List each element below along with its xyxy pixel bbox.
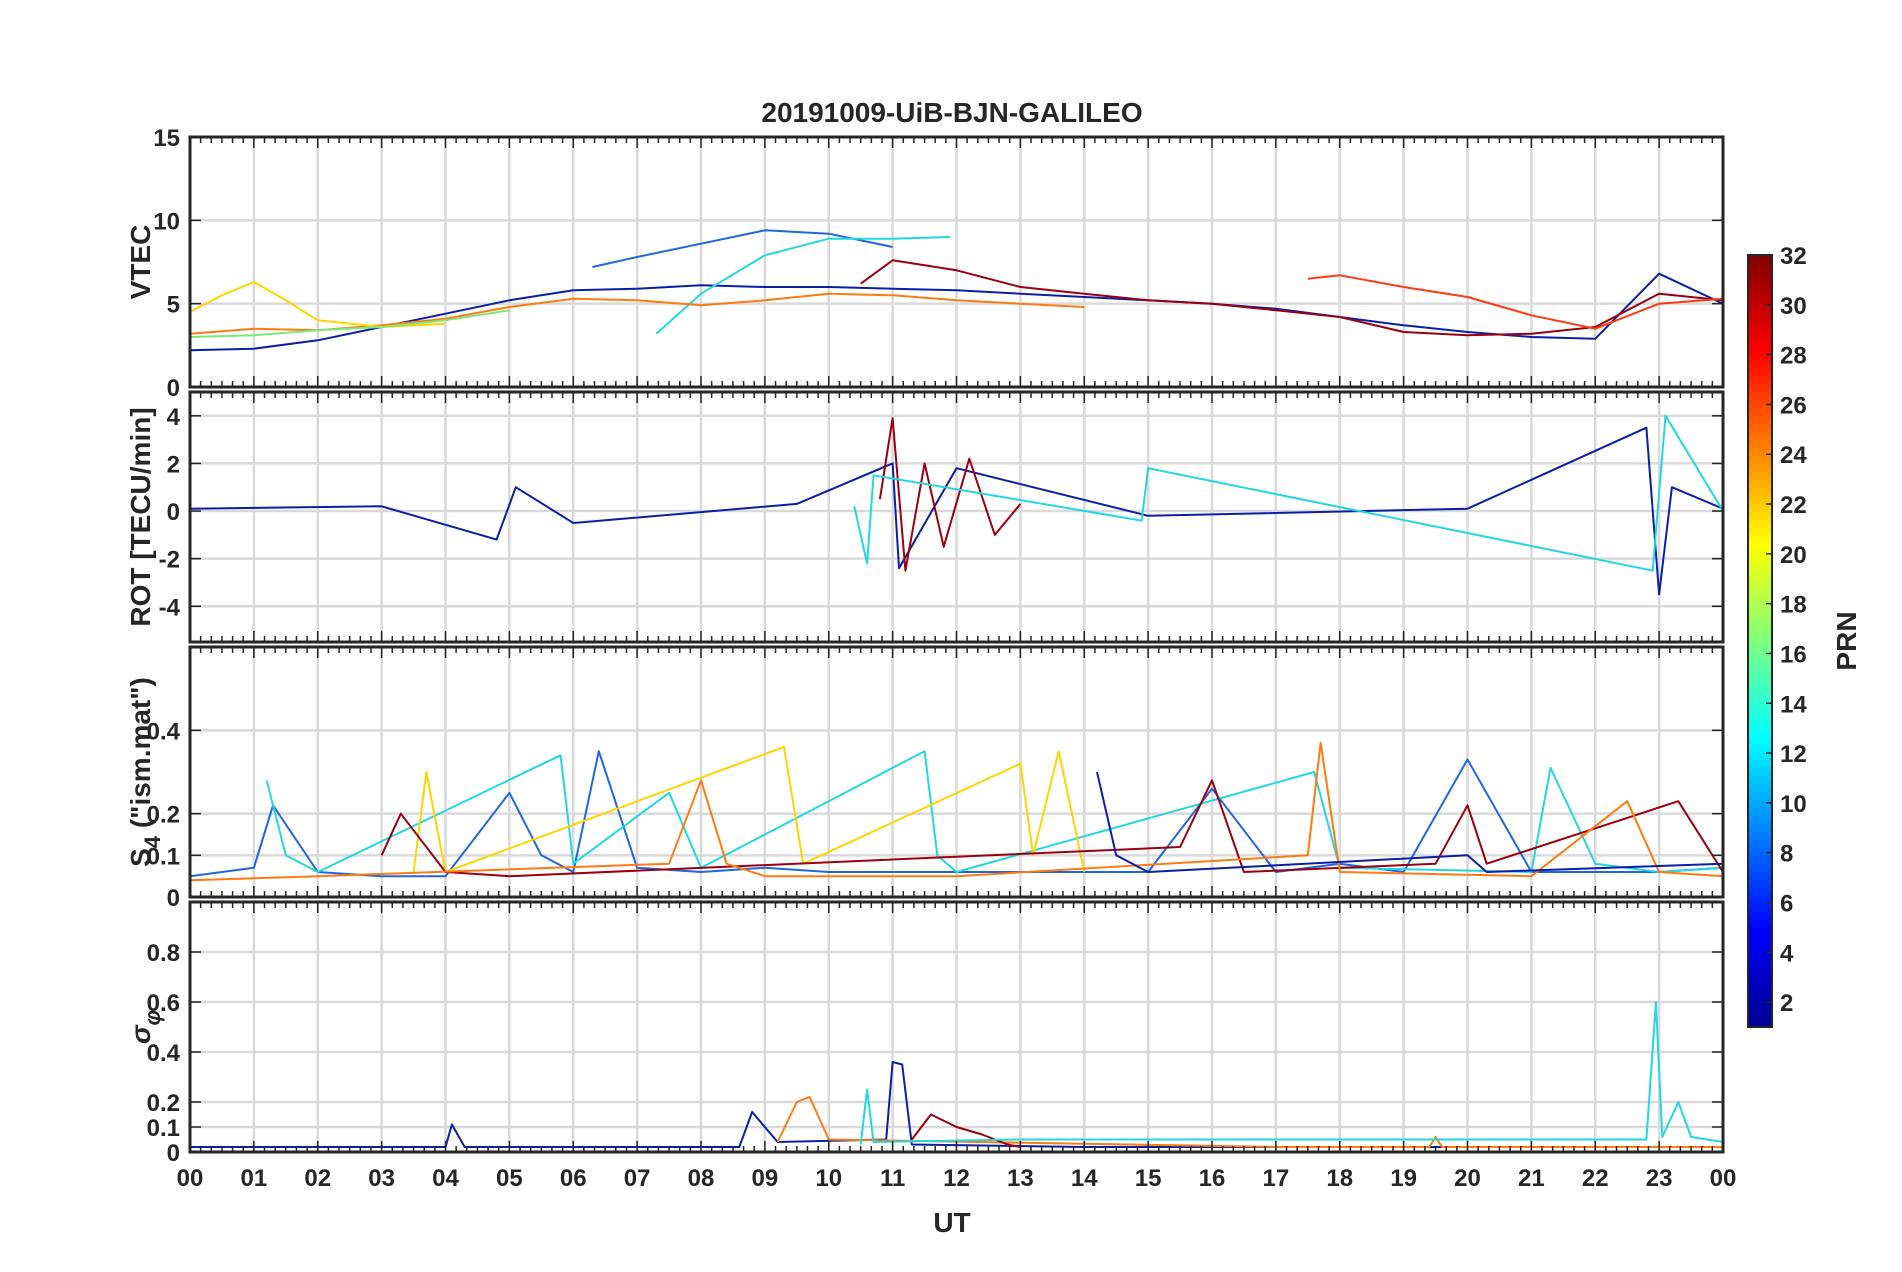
panel-1: 0 5 10 15 VTEC	[125, 125, 1725, 402]
y-tick-label: 0	[167, 375, 180, 402]
axes-frame	[188, 900, 1725, 1154]
y-tick-label: 0.2	[147, 1090, 180, 1117]
series-line	[190, 750, 1723, 878]
y-tick-label: 0.4	[147, 1040, 181, 1067]
x-tick-label: 08	[688, 1165, 715, 1192]
series-line	[655, 236, 951, 335]
x-tick-label: 05	[496, 1165, 523, 1192]
x-tick-label: 00	[177, 1165, 204, 1192]
series-line	[190, 741, 1723, 882]
x-tick-label: 13	[1007, 1165, 1034, 1192]
y-tick-label: 4	[167, 404, 181, 431]
colorbar-tick-label: 28	[1780, 343, 1807, 370]
x-tick-label: 22	[1582, 1165, 1609, 1192]
x-tick-label: 18	[1326, 1165, 1353, 1192]
y-tick-label: 15	[153, 125, 180, 152]
series-line	[853, 414, 1723, 572]
x-tick-label: 12	[943, 1165, 970, 1192]
axes-frame	[188, 135, 1725, 389]
series-line	[860, 259, 1723, 337]
panel-4: 00.10.2 0.4 0.6 0.8 σφ 00 01 02 03 04 05 06 07 08 09 10…	[125, 900, 1737, 1192]
colorbar-tick-label: 14	[1780, 691, 1807, 718]
y-tick-label: 10	[153, 208, 180, 235]
colorbar-tick-label: 22	[1780, 492, 1807, 519]
x-axis-label: UT	[933, 1207, 970, 1238]
series-line	[1096, 771, 1723, 873]
series-line	[1307, 274, 1723, 330]
y-tick-label: 0.8	[147, 940, 180, 967]
colorbar-tick-label: 10	[1780, 791, 1807, 818]
x-tick-label: 01	[241, 1165, 268, 1192]
colorbar-gradient	[1747, 254, 1773, 1028]
series-group	[190, 229, 1723, 352]
x-tick-label: 14	[1071, 1165, 1098, 1192]
x-tick-label: 09	[752, 1165, 779, 1192]
colorbar-tick-label: 6	[1780, 890, 1793, 917]
y-tick-label: 2	[167, 451, 180, 478]
y-tick-label: 0.1	[147, 1115, 180, 1142]
y-tick-label: -2	[159, 547, 180, 574]
panel-2: -4 -2 0 2 4 ROT [TECU/min]	[125, 390, 1725, 644]
x-tick-label: 19	[1390, 1165, 1417, 1192]
colorbar-tick-label: 18	[1780, 592, 1807, 619]
series-line	[911, 1113, 1021, 1148]
x-tick-label: 16	[1199, 1165, 1226, 1192]
colorbar-tick-label: 30	[1780, 293, 1807, 320]
colorbar-tick-label: 26	[1780, 392, 1807, 419]
x-tick-label: 02	[304, 1165, 331, 1192]
x-tick-label: 06	[560, 1165, 587, 1192]
series-group	[190, 741, 1723, 882]
y-tick-label: 0	[167, 1140, 180, 1167]
y-tick-label: 0	[167, 885, 180, 912]
series-line	[592, 229, 893, 268]
y-tick-label: -4	[159, 594, 181, 621]
colorbar-tick-label: 32	[1780, 243, 1807, 270]
y-axis-label: S4 ("ism.mat")	[125, 677, 165, 867]
series-line	[265, 750, 1723, 873]
y-tick-label: 0	[167, 499, 180, 526]
y-axis-label: ROT [TECU/min]	[125, 407, 156, 626]
y-axis-label: VTEC	[125, 225, 156, 300]
series-line	[878, 417, 1022, 572]
x-tick-label: 15	[1135, 1165, 1162, 1192]
y-tick-label: 0.4	[147, 718, 181, 745]
panel-3: 0 0.1 0.2 0.4S4 ("ism.mat")	[125, 645, 1725, 912]
colorbar-tick-label: 8	[1780, 841, 1793, 868]
x-tick-label: 17	[1263, 1165, 1290, 1192]
series-line	[859, 1001, 1723, 1145]
colorbar-tick-label: 2	[1780, 990, 1793, 1017]
x-tick-label: 07	[624, 1165, 651, 1192]
colorbar-tick-label: 24	[1780, 442, 1807, 469]
y-axis-label: σφ	[125, 1010, 165, 1044]
axes-frame	[188, 390, 1725, 644]
x-tick-label: 03	[368, 1165, 395, 1192]
series-line	[380, 779, 1723, 878]
chart-title: 20191009-UiB-BJN-GALILEO	[761, 97, 1142, 128]
series-group	[190, 414, 1723, 596]
y-tick-label: 0.2	[147, 802, 180, 829]
colorbar-tick-label: 12	[1780, 741, 1807, 768]
series-line	[190, 309, 510, 338]
axes-frame	[188, 645, 1725, 899]
x-tick-label: 20	[1454, 1165, 1481, 1192]
colorbar-tick-label: 20	[1780, 542, 1807, 569]
x-tick-label: 04	[432, 1165, 459, 1192]
y-tick-label: 5	[167, 292, 180, 319]
x-tick-label: 00	[1710, 1165, 1737, 1192]
colorbar-tick-label: 4	[1780, 940, 1794, 967]
x-tick-label: 23	[1646, 1165, 1673, 1192]
x-tick-label: 10	[815, 1165, 842, 1192]
series-line	[190, 272, 1723, 352]
x-tick-label: 21	[1518, 1165, 1545, 1192]
colorbar-label: PRN	[1831, 611, 1862, 670]
y-tick-label: 0.1	[147, 843, 180, 870]
colorbar-tick-label: 16	[1780, 641, 1807, 668]
x-tick-label: 11	[880, 1165, 905, 1192]
y-tick-label: 0.6	[147, 990, 180, 1017]
